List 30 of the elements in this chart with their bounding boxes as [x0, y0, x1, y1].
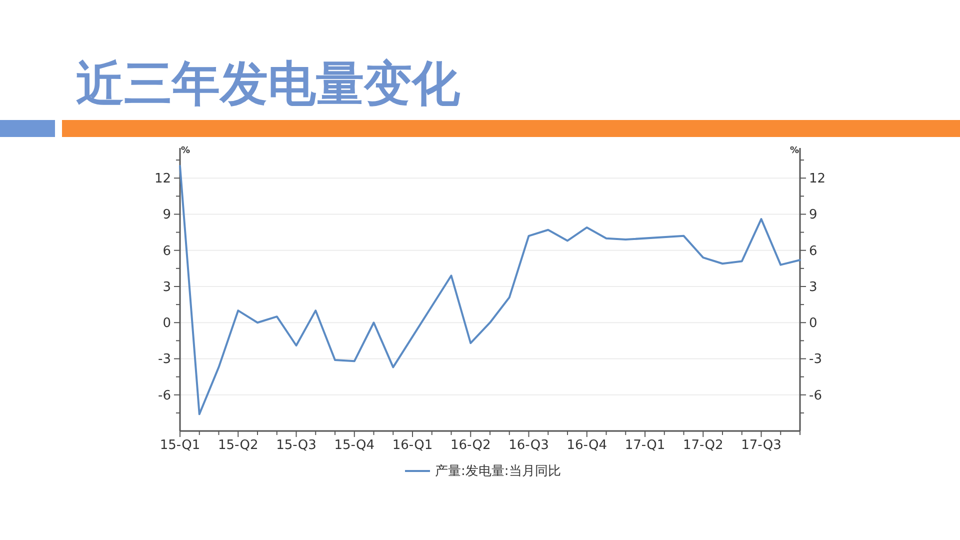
- x-tick-label: 16-Q1: [392, 438, 433, 453]
- y2-axis-title: %: [790, 146, 799, 156]
- x-tick-label: 17-Q2: [683, 438, 724, 453]
- x-tick-label: 15-Q4: [334, 438, 374, 453]
- x-tick-label: 17-Q1: [624, 438, 666, 453]
- y-axis-title: %: [181, 146, 190, 156]
- y2-tick-label: 9: [809, 208, 818, 223]
- y2-tick-label: -3: [809, 352, 822, 368]
- y-tick-label: 3: [162, 280, 171, 295]
- x-tick-label: 17-Q3: [741, 438, 782, 453]
- x-tick-label: 16-Q2: [450, 438, 491, 453]
- legend-label: 产量:发电量:当月同比: [435, 464, 561, 479]
- y-tick-label: 6: [162, 244, 171, 259]
- y2-tick-label: -6: [809, 388, 822, 404]
- x-tick-label: 16-Q3: [508, 438, 549, 453]
- x-tick-label: 15-Q3: [276, 438, 316, 453]
- y2-tick-label: 6: [809, 244, 818, 259]
- chart-title: 近三年发电量变化: [76, 56, 461, 112]
- y-tick-label: 9: [162, 208, 171, 223]
- x-tick-label: 15-Q1: [160, 438, 200, 453]
- y2-tick-label: 3: [809, 280, 818, 295]
- line-series: [179, 165, 801, 416]
- y-tick-label: -6: [158, 388, 171, 404]
- y2-tick-label: 0: [809, 316, 818, 332]
- x-tick-label: 15-Q2: [218, 438, 258, 453]
- x-tick-label: 16-Q4: [566, 438, 607, 453]
- y2-tick-label: 12: [809, 172, 826, 187]
- y-tick-label: 0: [162, 316, 171, 332]
- y-tick-label: 12: [154, 172, 171, 187]
- y-tick-label: -3: [158, 352, 171, 368]
